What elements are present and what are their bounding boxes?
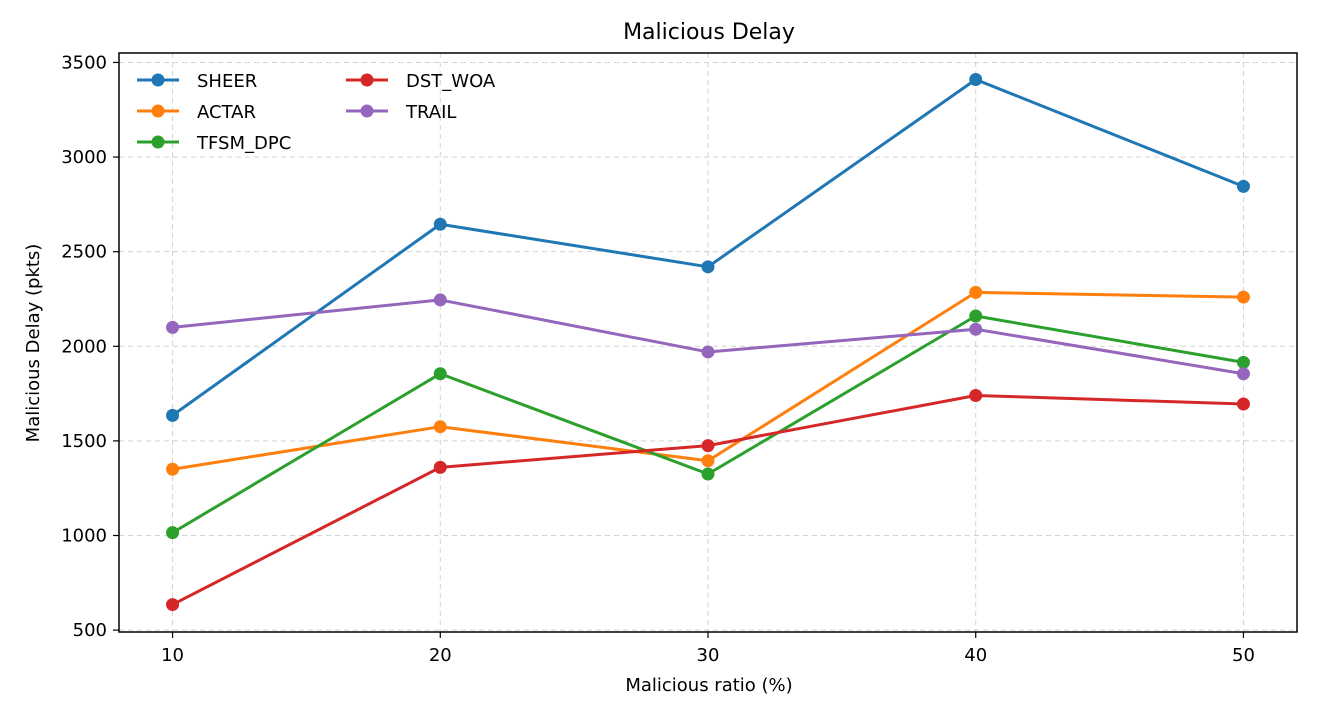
y-tick-label: 2000: [61, 336, 107, 357]
data-point: [166, 526, 180, 540]
legend-item: ACTAR: [137, 102, 256, 123]
legend-marker: [151, 104, 165, 118]
series-sheer: [166, 72, 1250, 422]
legend-marker: [151, 73, 165, 87]
legend-label: SHEER: [197, 71, 257, 92]
data-point: [166, 320, 180, 334]
y-tick-label: 1000: [61, 526, 107, 547]
x-tick-label: 30: [697, 645, 720, 666]
series-trail: [166, 293, 1250, 381]
data-point: [1236, 179, 1250, 193]
data-point: [701, 260, 715, 274]
data-point: [433, 293, 447, 307]
data-point: [433, 420, 447, 434]
x-tick-label: 20: [429, 645, 452, 666]
chart-title: Malicious Delay: [623, 20, 795, 45]
data-point: [433, 367, 447, 381]
x-tick-label: 40: [964, 645, 987, 666]
legend-item: TFSM_DPC: [137, 133, 291, 154]
y-tick-label: 2500: [61, 242, 107, 263]
x-tick-label: 10: [161, 645, 184, 666]
legend-label: TFSM_DPC: [196, 133, 291, 154]
data-point: [969, 72, 983, 86]
series-layer: [166, 72, 1250, 612]
data-point: [969, 285, 983, 299]
legend-label: ACTAR: [197, 102, 256, 123]
data-point: [969, 322, 983, 336]
data-point: [433, 217, 447, 231]
legend: SHEER ACTAR TFSM_DPC DST_WOA TRAIL: [137, 71, 496, 154]
data-point: [701, 454, 715, 468]
series-actar: [166, 285, 1250, 476]
data-point: [969, 309, 983, 323]
data-point: [1236, 397, 1250, 411]
data-point: [701, 467, 715, 481]
data-point: [166, 598, 180, 612]
data-point: [1236, 290, 1250, 304]
legend-marker: [360, 104, 374, 118]
axes: 10 20 30 40 50 500 1000 1500 2000 2500 3000 3500: [61, 52, 1255, 666]
data-point: [1236, 355, 1250, 369]
data-point: [701, 439, 715, 453]
legend-item: DST_WOA: [346, 71, 496, 92]
y-tick-label: 1500: [61, 431, 107, 452]
series-tfsm-dpc: [166, 309, 1250, 540]
data-point: [166, 462, 180, 476]
legend-label: DST_WOA: [406, 71, 496, 92]
legend-label: TRAIL: [405, 102, 456, 123]
data-point: [166, 408, 180, 422]
legend-marker: [151, 135, 165, 149]
legend-marker: [360, 73, 374, 87]
data-point: [433, 460, 447, 474]
y-axis-label: Malicious Delay (pkts): [23, 244, 44, 443]
legend-item: TRAIL: [346, 102, 456, 123]
series-dst-woa: [166, 388, 1250, 612]
data-point: [969, 388, 983, 402]
data-point: [701, 345, 715, 359]
data-point: [1236, 367, 1250, 381]
x-tick-label: 50: [1232, 645, 1255, 666]
y-tick-label: 3000: [61, 147, 107, 168]
y-tick-label: 3500: [61, 52, 107, 73]
x-axis-label: Malicious ratio (%): [625, 675, 792, 696]
legend-item: SHEER: [137, 71, 257, 92]
y-tick-label: 500: [73, 620, 107, 641]
